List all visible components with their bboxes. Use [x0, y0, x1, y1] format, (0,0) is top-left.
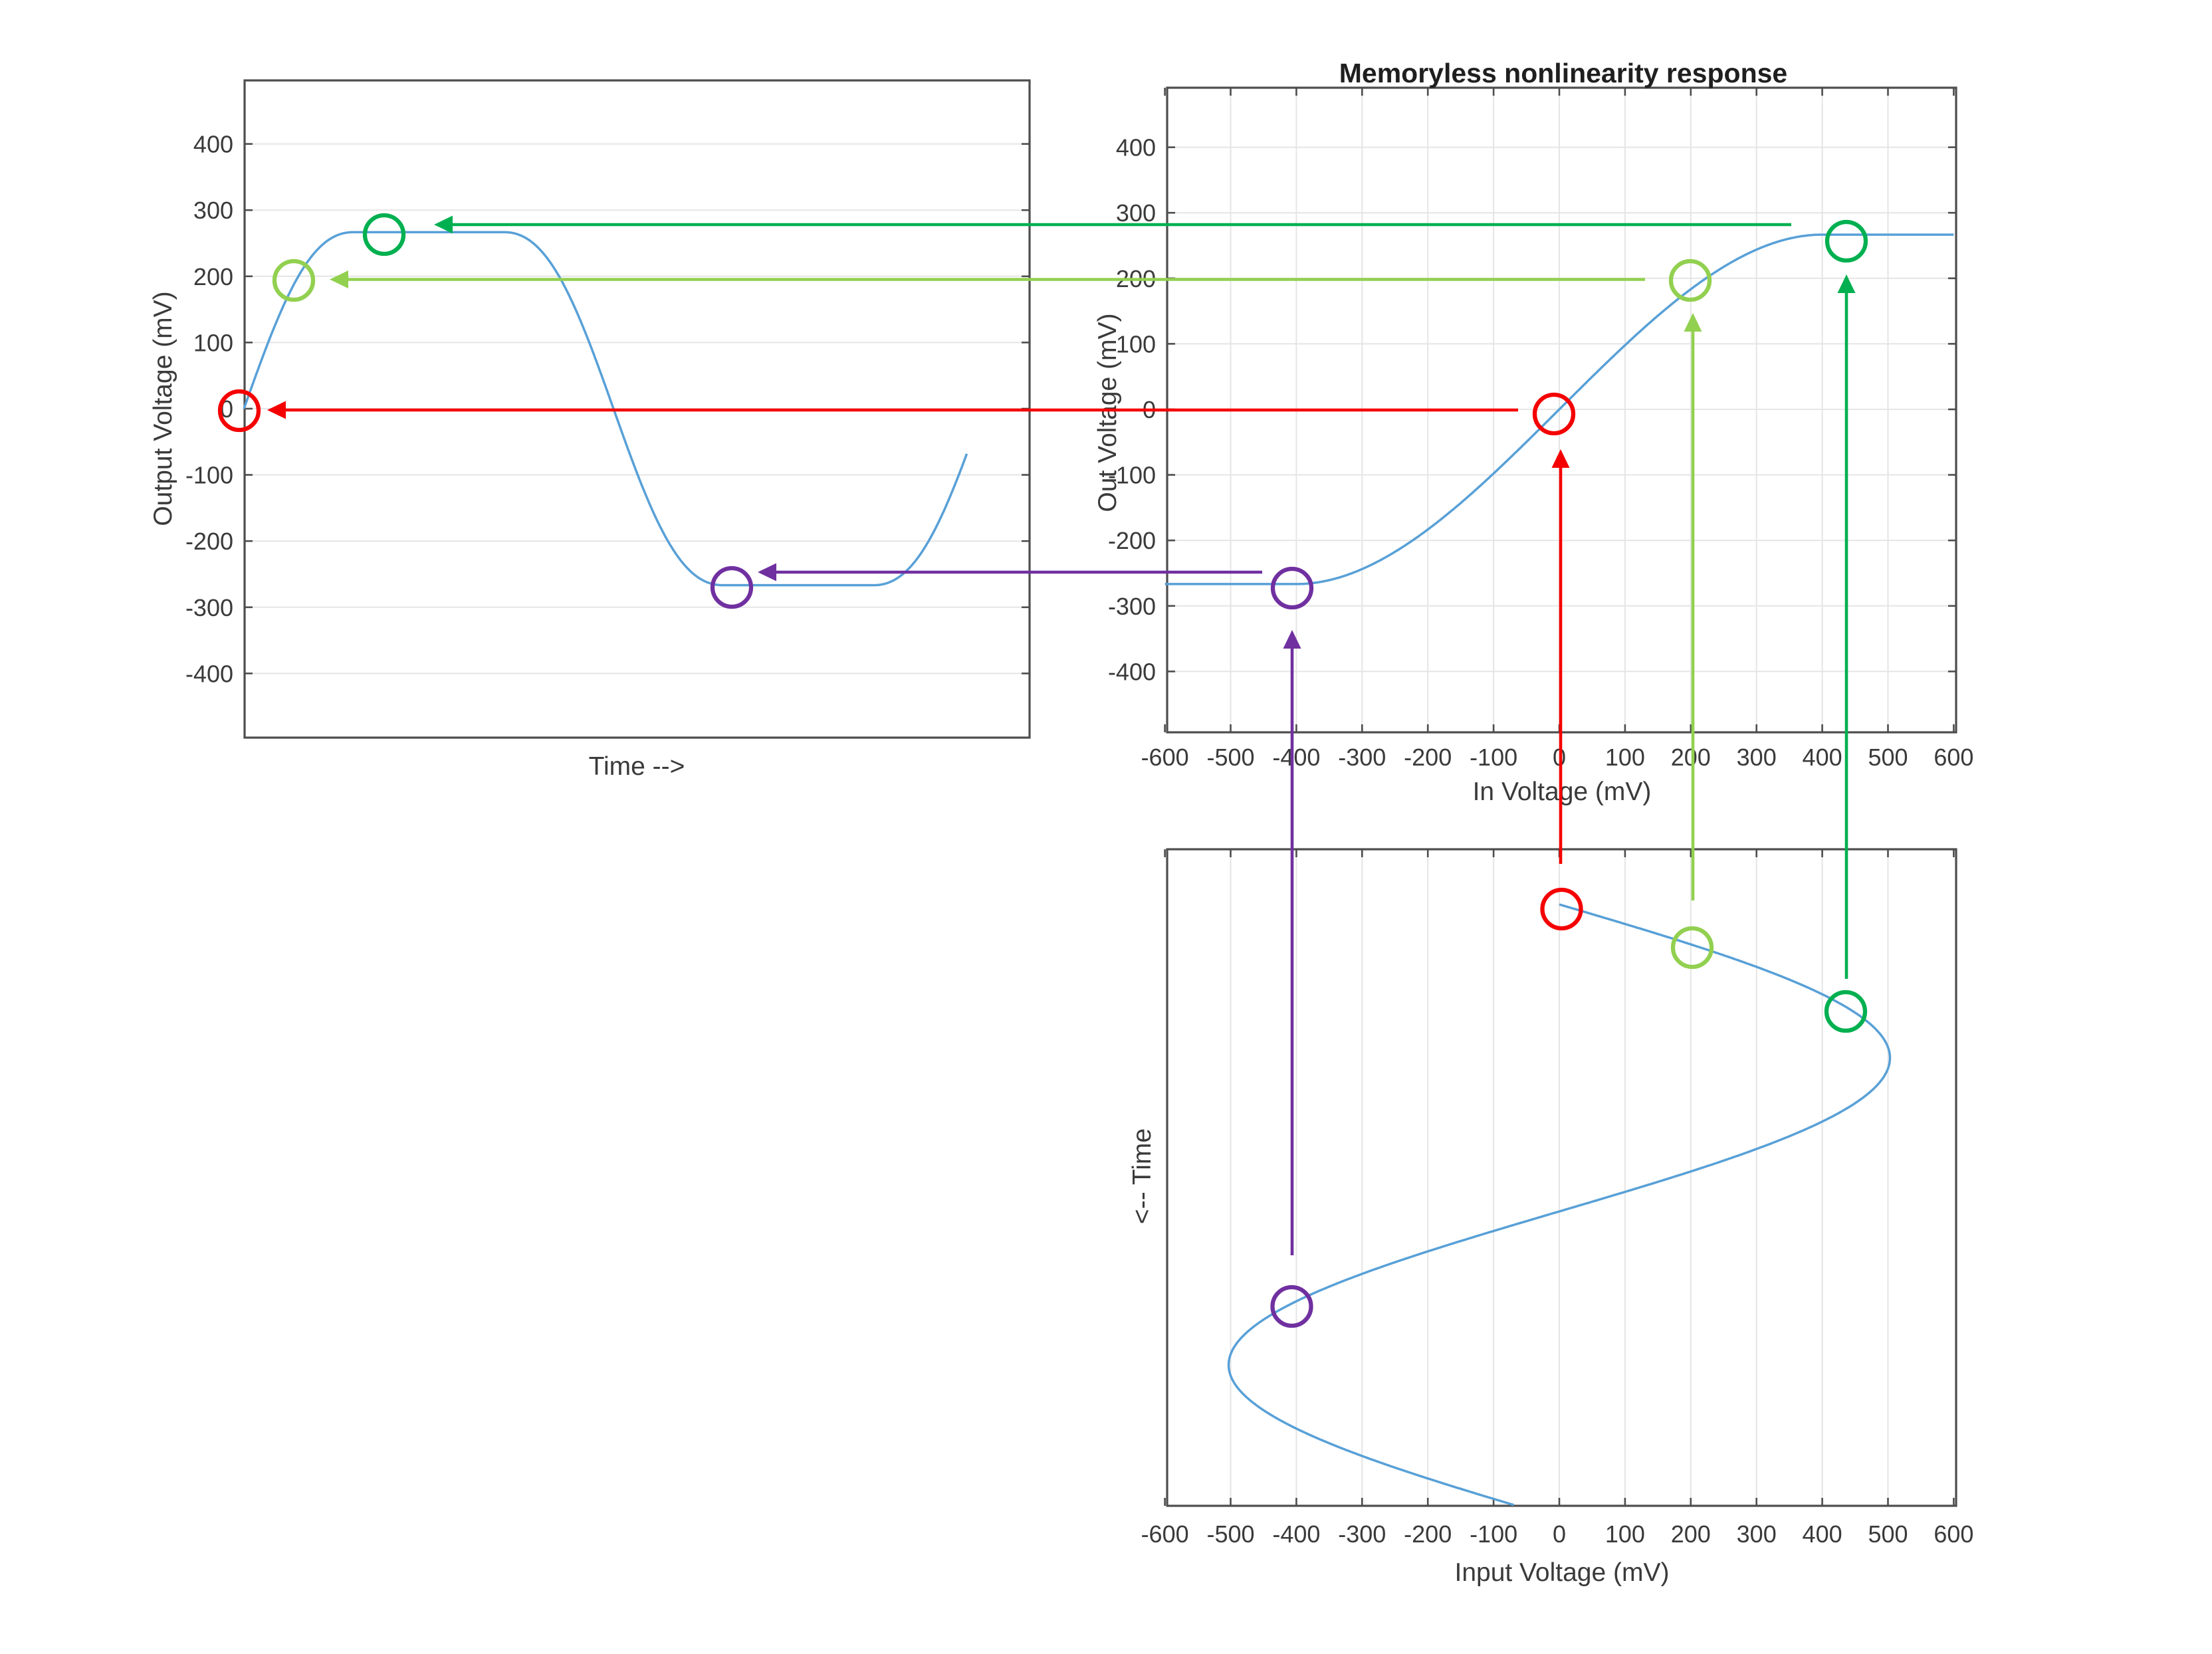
svg-text:-200: -200: [1404, 744, 1452, 771]
svg-text:-400: -400: [1272, 1520, 1320, 1548]
svg-text:-400: -400: [1108, 658, 1156, 685]
svg-text:0: 0: [1553, 1520, 1566, 1548]
svg-text:Time -->: Time -->: [589, 752, 685, 781]
svg-text:-100: -100: [1470, 1520, 1517, 1548]
svg-text:600: 600: [1934, 1520, 1973, 1548]
svg-text:200: 200: [193, 263, 233, 290]
svg-text:-100: -100: [185, 462, 233, 489]
svg-text:100: 100: [193, 329, 233, 356]
svg-text:-600: -600: [1141, 744, 1189, 771]
svg-text:-100: -100: [1108, 462, 1156, 489]
svg-text:-300: -300: [185, 594, 233, 621]
svg-text:100: 100: [1116, 330, 1156, 358]
svg-text:300: 300: [193, 197, 233, 224]
svg-text:-200: -200: [1404, 1520, 1452, 1548]
svg-text:-500: -500: [1206, 1520, 1254, 1548]
svg-text:-300: -300: [1338, 1520, 1386, 1548]
svg-text:-300: -300: [1338, 744, 1386, 771]
svg-text:-300: -300: [1108, 593, 1156, 620]
svg-text:<-- Time: <-- Time: [1128, 1128, 1157, 1224]
svg-text:-400: -400: [185, 660, 233, 687]
svg-text:-600: -600: [1141, 1520, 1189, 1548]
svg-text:100: 100: [1605, 744, 1645, 771]
svg-text:-200: -200: [185, 528, 233, 555]
svg-text:400: 400: [1116, 134, 1156, 161]
svg-text:400: 400: [1803, 1520, 1842, 1548]
svg-text:Input Voltage (mV): Input Voltage (mV): [1454, 1558, 1669, 1587]
svg-text:400: 400: [193, 131, 233, 158]
svg-text:300: 300: [1737, 1520, 1777, 1548]
svg-text:500: 500: [1868, 1520, 1908, 1548]
svg-text:-500: -500: [1206, 744, 1254, 771]
svg-text:Output Voltage (mV): Output Voltage (mV): [149, 291, 177, 526]
svg-text:300: 300: [1737, 744, 1777, 771]
svg-text:-100: -100: [1470, 744, 1517, 771]
svg-text:500: 500: [1868, 744, 1908, 771]
svg-text:Memoryless nonlinearity respon: Memoryless nonlinearity response: [1339, 58, 1787, 88]
svg-text:600: 600: [1934, 744, 1973, 771]
svg-text:300: 300: [1116, 199, 1156, 227]
svg-text:200: 200: [1671, 744, 1711, 771]
svg-text:-200: -200: [1108, 527, 1156, 554]
svg-text:-400: -400: [1272, 744, 1320, 771]
svg-text:Out Voltage (mV): Out Voltage (mV): [1093, 313, 1122, 512]
svg-text:400: 400: [1803, 744, 1842, 771]
svg-text:100: 100: [1605, 1520, 1645, 1548]
svg-text:200: 200: [1671, 1520, 1711, 1548]
